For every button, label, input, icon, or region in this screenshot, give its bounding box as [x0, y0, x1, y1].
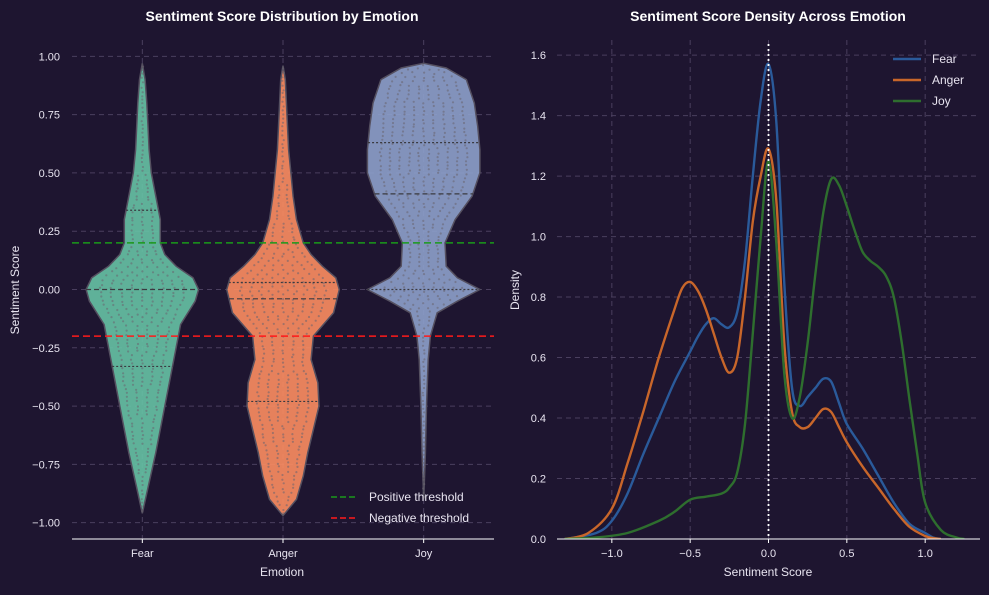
density-y-tick-label: 0.4	[531, 413, 546, 425]
density-x-tick-label: −1.0	[601, 548, 623, 560]
violin-y-axis-label: Sentiment Score	[8, 245, 22, 334]
density-y-tick-label: 0.2	[531, 474, 546, 486]
legend-label: Anger	[932, 73, 964, 87]
violin-x-ticks: Fear Anger Joy	[131, 539, 433, 560]
violin-x-tick-label: Fear	[131, 548, 154, 560]
violin-y-tick-label: 0.50	[39, 168, 60, 180]
density-y-tick-label: 1.4	[531, 111, 546, 123]
density-line-fear	[564, 62, 942, 539]
density-legend: Fear Anger Joy	[893, 52, 964, 108]
threshold-lines	[72, 242, 494, 337]
density-x-ticks: −1.0 −0.5 0.0 0.5 1.0	[601, 539, 933, 560]
density-x-tick-label: 0.0	[761, 548, 776, 560]
density-y-ticks: 0.0 0.2 0.4 0.6 0.8 1.0 1.2 1.4 1.6	[531, 50, 546, 546]
density-y-tick-label: 0.0	[531, 534, 546, 546]
density-lines	[564, 44, 965, 539]
violin-body-joy	[365, 62, 482, 500]
legend-label: Fear	[932, 52, 957, 66]
density-x-tick-label: −0.5	[679, 548, 701, 560]
legend-label: Negative threshold	[369, 511, 469, 525]
violin-chart-title: Sentiment Score Distribution by Emotion	[145, 8, 418, 24]
density-y-tick-label: 0.6	[531, 353, 546, 365]
violin-y-tick-label: 0.25	[39, 226, 60, 238]
violin-y-tick-label: −1.00	[32, 518, 60, 530]
violin-y-tick-label: −0.50	[32, 401, 60, 413]
violin-points-fear	[98, 65, 186, 513]
density-line-joy	[564, 159, 965, 539]
violin-y-ticks: −1.00 −0.75 −0.50 −0.25 0.00 0.25 0.50 0.75 1.00	[32, 51, 60, 529]
violin-points-anger	[238, 67, 328, 515]
legend-label: Positive threshold	[369, 490, 464, 504]
density-x-tick-label: 0.5	[839, 548, 854, 560]
violin-chart: Sentiment Score Distribution by Emotion …	[8, 8, 494, 579]
density-x-axis-label: Sentiment Score	[724, 565, 813, 579]
violin-y-tick-label: 0.75	[39, 110, 60, 122]
violin-x-tick-label: Joy	[415, 548, 433, 560]
density-y-axis-label: Density	[508, 270, 522, 310]
density-chart-title: Sentiment Score Density Across Emotion	[630, 8, 906, 24]
density-y-tick-label: 1.2	[531, 171, 546, 183]
density-y-tick-label: 1.6	[531, 50, 546, 62]
density-x-tick-label: 1.0	[918, 548, 933, 560]
density-line-anger	[564, 147, 941, 539]
violin-x-tick-label: Anger	[268, 548, 298, 560]
violin-body-anger	[225, 65, 341, 517]
violin-y-tick-label: 1.00	[39, 51, 60, 63]
density-y-tick-label: 1.0	[531, 232, 546, 244]
violin-y-tick-label: 0.00	[39, 285, 60, 297]
density-y-tick-label: 0.8	[531, 292, 546, 304]
violin-bodies	[85, 62, 482, 517]
violin-y-tick-label: −0.75	[32, 459, 60, 471]
density-chart: Sentiment Score Density Across Emotion 0…	[508, 8, 980, 579]
violin-points-joy	[378, 64, 469, 498]
threshold-legend: Positive threshold Negative threshold	[331, 490, 469, 525]
violin-y-tick-label: −0.25	[32, 343, 60, 355]
violin-body-fear	[85, 63, 200, 514]
violin-x-axis-label: Emotion	[260, 565, 304, 579]
legend-label: Joy	[932, 94, 951, 108]
